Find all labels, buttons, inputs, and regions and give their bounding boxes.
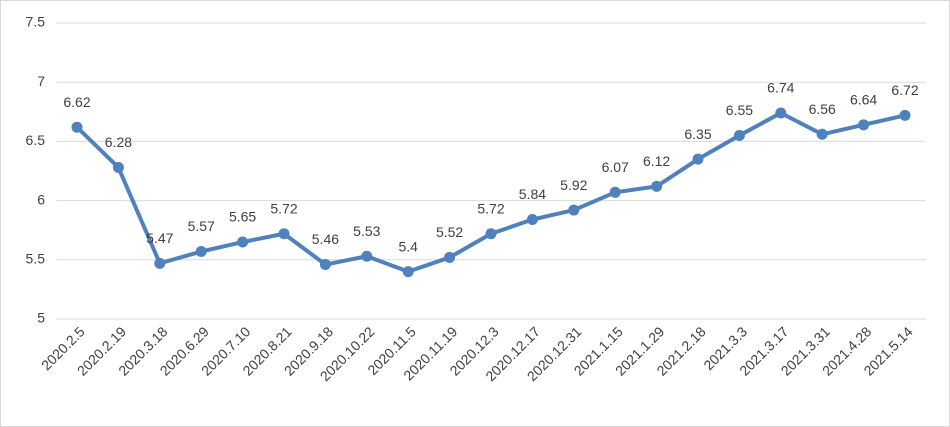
data-label: 5.92: [560, 177, 587, 193]
data-label: 6.56: [809, 101, 836, 117]
data-label: 6.07: [602, 159, 629, 175]
data-label: 6.64: [850, 92, 877, 108]
point: [609, 186, 621, 198]
data-label: 6.72: [891, 82, 918, 98]
point: [816, 128, 828, 140]
point: [568, 204, 580, 216]
data-label: 5.72: [477, 200, 504, 216]
point: [858, 119, 870, 131]
data-label: 5.53: [353, 223, 380, 239]
data-label: 6.12: [643, 153, 670, 169]
y-tick-label: 7.5: [26, 14, 46, 30]
data-label: 5.47: [146, 230, 173, 246]
point: [319, 259, 331, 271]
point: [485, 228, 497, 240]
data-label: 6.35: [684, 126, 711, 142]
point: [154, 257, 166, 269]
point: [526, 214, 538, 226]
data-label: 5.52: [436, 224, 463, 240]
point: [733, 129, 745, 141]
point: [692, 153, 704, 165]
data-label: 5.46: [312, 231, 339, 247]
data-label: 5.72: [270, 200, 297, 216]
point: [195, 246, 207, 258]
point: [651, 180, 663, 192]
data-label: 6.55: [726, 102, 753, 118]
data-label: 5.4: [398, 238, 418, 254]
data-label: 5.84: [519, 186, 546, 202]
point: [112, 161, 124, 173]
y-tick-label: 6.5: [26, 132, 46, 148]
point: [775, 107, 787, 119]
data-label: 6.62: [63, 94, 90, 110]
point: [237, 236, 249, 248]
data-label: 6.74: [767, 80, 794, 96]
data-label: 5.65: [229, 209, 256, 225]
point: [444, 251, 456, 263]
point: [361, 250, 373, 262]
point: [278, 228, 290, 240]
y-tick-label: 5: [37, 310, 45, 326]
point: [71, 121, 83, 133]
data-label: 5.57: [188, 218, 215, 234]
point: [402, 266, 414, 278]
point: [899, 109, 911, 121]
y-tick-label: 5.5: [26, 251, 46, 267]
y-tick-label: 7: [37, 73, 45, 89]
data-label: 6.28: [105, 134, 132, 150]
y-tick-label: 6: [37, 191, 45, 207]
